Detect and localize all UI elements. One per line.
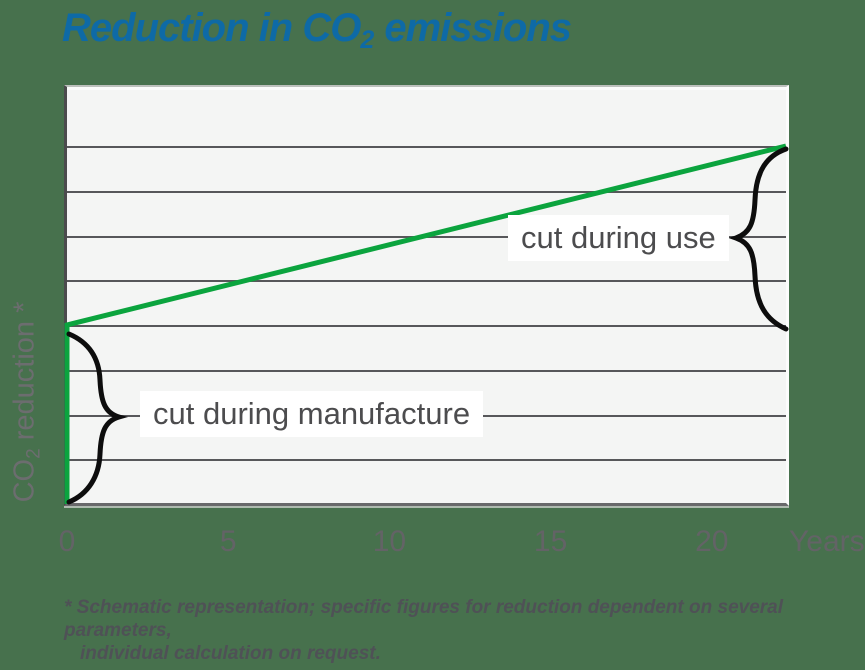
- page-title-subscript: 2: [360, 26, 375, 54]
- page-title-suffix: emissions: [374, 6, 572, 50]
- page-title: Reduction in CO2 emissions: [62, 6, 572, 55]
- label-cut-during-manufacture: cut during manufacture: [140, 391, 484, 437]
- x-tick-label: 5: [219, 525, 237, 558]
- footnote-line-2: individual calculation on request.: [80, 643, 381, 664]
- gridline: [67, 146, 786, 148]
- plot-area: [64, 85, 789, 506]
- gridline: [67, 280, 786, 283]
- y-axis-label-suffix: reduction *: [8, 301, 41, 449]
- gridline: [67, 459, 786, 462]
- x-tick-label: 20: [695, 525, 729, 558]
- x-tick-label: 0: [58, 525, 76, 558]
- x-axis-unit: Years: [789, 525, 865, 558]
- page-title-text: Reduction in CO: [62, 6, 361, 50]
- footnote-line-1: * Schematic representation; specific fig…: [64, 597, 784, 641]
- x-tick-label: 10: [372, 525, 407, 558]
- label-cut-during-use: cut during use: [508, 215, 729, 261]
- gridline: [67, 325, 786, 327]
- y-axis-label-text: CO: [8, 458, 41, 503]
- footnote: * Schematic representation; specific fig…: [64, 596, 844, 665]
- gridline: [67, 369, 786, 372]
- gridline: [67, 190, 786, 193]
- y-axis-label: CO2 reduction *: [9, 302, 46, 503]
- x-tick-label: 15: [533, 525, 568, 558]
- y-axis-label-subscript: 2: [23, 448, 45, 459]
